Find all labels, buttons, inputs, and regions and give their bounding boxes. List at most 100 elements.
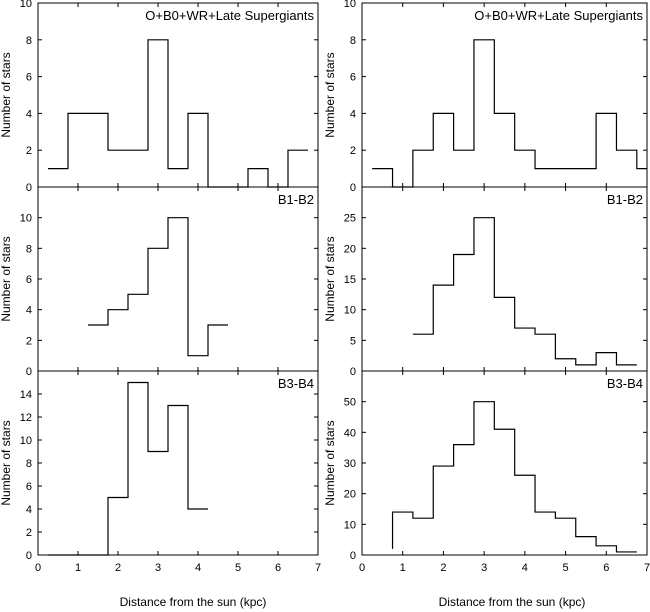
y-tick-label: 6 — [26, 481, 32, 493]
x-tick-label: 0 — [35, 562, 41, 574]
histogram-bin — [128, 294, 148, 371]
histogram-bin — [616, 552, 636, 555]
histogram-bin — [515, 475, 535, 555]
y-tick-label: 2 — [26, 335, 32, 347]
histogram-bin — [248, 169, 268, 187]
panel-L1: 0 2 4 6 8 10 O+B0+WR+Late Supergiants Number of… — [0, 0, 319, 194]
histogram-bin — [515, 150, 535, 187]
y-tick-label: 0 — [350, 550, 356, 562]
y-tick-label: 5 — [350, 335, 356, 347]
histogram-outline-R2 — [412, 217, 637, 366]
histogram-bin — [474, 40, 494, 187]
histogram-bin — [393, 512, 413, 555]
histogram-bin — [616, 365, 636, 371]
histogram-bin — [576, 169, 596, 187]
y-tick-label: 4 — [26, 108, 32, 120]
panel-title: O+B0+WR+Late Supergiants — [474, 8, 643, 23]
histogram-bin — [208, 325, 228, 371]
y-tick-label: 0 — [26, 366, 32, 378]
y-tick-label: 6 — [350, 72, 356, 84]
x-tick-label: 3 — [155, 562, 161, 574]
y-tick-label: 30 — [344, 458, 356, 470]
histogram-bin — [454, 150, 474, 187]
y-tick-label: 0 — [350, 182, 356, 194]
y-tick-label: 12 — [20, 412, 32, 424]
y-tick-label: 4 — [350, 108, 356, 120]
histogram-bin — [454, 445, 474, 555]
y-tick-label: 20 — [344, 243, 356, 255]
y-axis-label: Number of stars — [323, 236, 337, 321]
y-tick-label: 8 — [26, 35, 32, 47]
panel-R2: 0 5 10 15 20 25 B1-B2 Number of stars — [323, 186, 648, 378]
histogram-bin — [535, 334, 555, 371]
histogram-bin — [148, 452, 168, 556]
x-tick-label: 5 — [235, 562, 241, 574]
histogram-bin — [108, 498, 128, 556]
histogram-bin — [413, 334, 433, 371]
y-tick-label: 0 — [26, 182, 32, 194]
y-tick-label: 2 — [26, 145, 32, 157]
y-axis-label: Number of stars — [323, 52, 337, 137]
histogram-bin — [413, 150, 433, 187]
histogram-bin — [128, 150, 148, 187]
histogram-bin — [596, 546, 616, 555]
histogram-bin — [188, 356, 208, 371]
x-tick-label: 1 — [400, 562, 406, 574]
x-tick-label: 7 — [644, 562, 650, 574]
y-tick-label: 10 — [344, 305, 356, 317]
histogram-bin — [168, 169, 188, 187]
histogram-bin — [433, 113, 453, 187]
y-tick-label: 8 — [26, 243, 32, 255]
y-tick-label: 6 — [26, 72, 32, 84]
y-tick-label: 15 — [344, 274, 356, 286]
x-tick-label: 6 — [275, 562, 281, 574]
histogram-bin — [168, 406, 188, 556]
x-tick-label: 6 — [603, 562, 609, 574]
y-axis-label: Number of stars — [323, 420, 337, 505]
histogram-bin — [454, 254, 474, 371]
histogram-bin — [616, 150, 636, 187]
panel-L2: 0 2 4 6 8 10 B1-B2 Number of stars — [0, 186, 319, 378]
histogram-bin — [637, 169, 647, 187]
y-axis-label: Number of stars — [0, 52, 13, 137]
histogram-bin — [128, 383, 148, 556]
panel-title: B3-B4 — [607, 376, 643, 391]
histogram-bin — [474, 218, 494, 371]
x-axis-label-right: Distance from the sun (kpc) — [439, 595, 586, 609]
histogram-bin — [555, 518, 575, 555]
panel-title: B1-B2 — [607, 192, 643, 207]
y-tick-label: 4 — [26, 305, 32, 317]
histogram-bin — [515, 328, 535, 371]
histogram-bin — [88, 325, 108, 371]
histogram-bin — [148, 40, 168, 187]
y-tick-label: 0 — [26, 550, 32, 562]
histogram-bin — [535, 512, 555, 555]
histogram-bin — [413, 518, 433, 555]
x-tick-label: 7 — [315, 562, 321, 574]
histogram-bin — [494, 113, 514, 187]
y-tick-label: 8 — [350, 35, 356, 47]
panel-title: O+B0+WR+Late Supergiants — [145, 8, 314, 23]
histogram-bin — [576, 365, 596, 371]
histogram-bin — [168, 218, 188, 371]
histogram-bin — [494, 297, 514, 371]
histogram-bin — [474, 402, 494, 555]
y-tick-label: 6 — [26, 274, 32, 286]
histogram-bin — [494, 429, 514, 555]
x-tick-label: 2 — [440, 562, 446, 574]
histogram-bin — [108, 150, 128, 187]
y-tick-label: 10 — [344, 0, 356, 10]
histogram-bin — [372, 169, 392, 187]
y-tick-label: 50 — [344, 397, 356, 409]
x-tick-label: 5 — [563, 562, 569, 574]
y-tick-label: 10 — [344, 519, 356, 531]
histogram-outline-L3 — [48, 381, 208, 556]
y-tick-label: 20 — [344, 489, 356, 501]
histogram-bin — [555, 359, 575, 371]
y-axis-label: Number of stars — [0, 420, 13, 505]
y-tick-label: 4 — [26, 504, 32, 516]
y-tick-label: 2 — [350, 145, 356, 157]
